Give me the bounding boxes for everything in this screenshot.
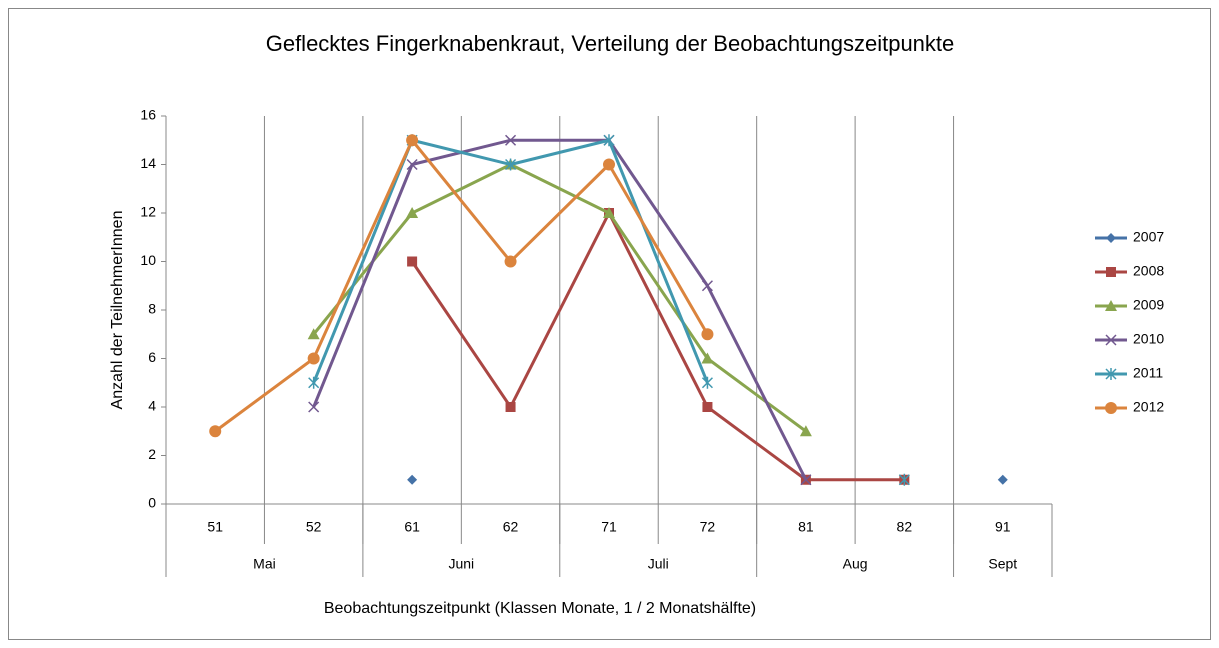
marker <box>701 376 713 389</box>
y-tick-label: 12 <box>140 204 156 220</box>
marker <box>307 328 320 340</box>
group-label: Juni <box>448 556 474 572</box>
series-line <box>312 138 808 481</box>
y-tick-label: 0 <box>148 495 156 511</box>
marker <box>407 474 418 485</box>
legend-label: 2010 <box>1133 331 1164 347</box>
marker <box>799 425 812 437</box>
group-label: Aug <box>843 556 868 572</box>
marker <box>702 402 713 412</box>
legend-label: 2007 <box>1133 229 1164 245</box>
marker <box>1106 267 1116 277</box>
y-tick-label: 2 <box>148 446 156 462</box>
y-tick-label: 10 <box>140 252 156 268</box>
marker <box>701 280 713 292</box>
marker <box>1105 334 1117 346</box>
marker <box>1105 300 1117 311</box>
marker <box>701 328 714 341</box>
x-axis-title: Beobachtungszeitpunkt (Klassen Monate, 1… <box>324 600 756 617</box>
marker <box>1106 233 1116 243</box>
x-tick-label: 61 <box>404 519 420 535</box>
x-tick-label: 52 <box>306 519 322 535</box>
marker <box>603 158 615 171</box>
marker <box>701 352 714 364</box>
marker <box>307 352 320 365</box>
x-tick-label: 82 <box>897 519 913 535</box>
x-tick-label: 91 <box>995 519 1011 535</box>
group-label: Mai <box>253 556 276 572</box>
marker <box>308 376 320 389</box>
marker <box>800 474 812 486</box>
x-tick-label: 81 <box>798 519 814 535</box>
marker <box>505 158 517 171</box>
group-label: Juli <box>648 556 669 572</box>
marker <box>504 255 517 268</box>
marker <box>898 473 910 486</box>
marker <box>505 134 517 146</box>
y-tick-label: 16 <box>140 107 156 123</box>
marker <box>406 207 419 218</box>
y-tick-label: 8 <box>148 301 156 317</box>
marker <box>407 256 418 267</box>
series-line <box>312 163 807 433</box>
marker <box>997 474 1008 485</box>
series-line <box>410 211 905 482</box>
legend-label: 2012 <box>1133 399 1164 415</box>
y-tick-label: 4 <box>148 398 156 414</box>
y-axis-title: Anzahl der TeilnehmerInnen <box>109 211 126 410</box>
group-label: Sept <box>988 556 1017 572</box>
x-tick-label: 71 <box>601 519 617 535</box>
marker <box>1105 402 1117 414</box>
marker <box>1105 368 1117 380</box>
marker <box>603 207 615 218</box>
x-tick-label: 62 <box>503 519 519 535</box>
legend-label: 2009 <box>1133 297 1164 313</box>
y-tick-label: 14 <box>140 155 156 171</box>
chart-border <box>8 8 1211 640</box>
marker <box>505 402 516 412</box>
y-tick-label: 6 <box>148 349 156 365</box>
marker <box>209 425 222 438</box>
legend-label: 2008 <box>1133 263 1164 279</box>
marker <box>603 134 615 147</box>
marker <box>308 401 320 413</box>
series-line <box>214 138 709 433</box>
marker <box>406 134 419 147</box>
x-tick-label: 72 <box>700 519 716 535</box>
chart-title: Geflecktes Fingerknabenkraut, Verteilung… <box>266 31 955 56</box>
x-tick-label: 51 <box>207 519 223 535</box>
marker <box>406 158 418 171</box>
legend-label: 2011 <box>1133 365 1163 381</box>
